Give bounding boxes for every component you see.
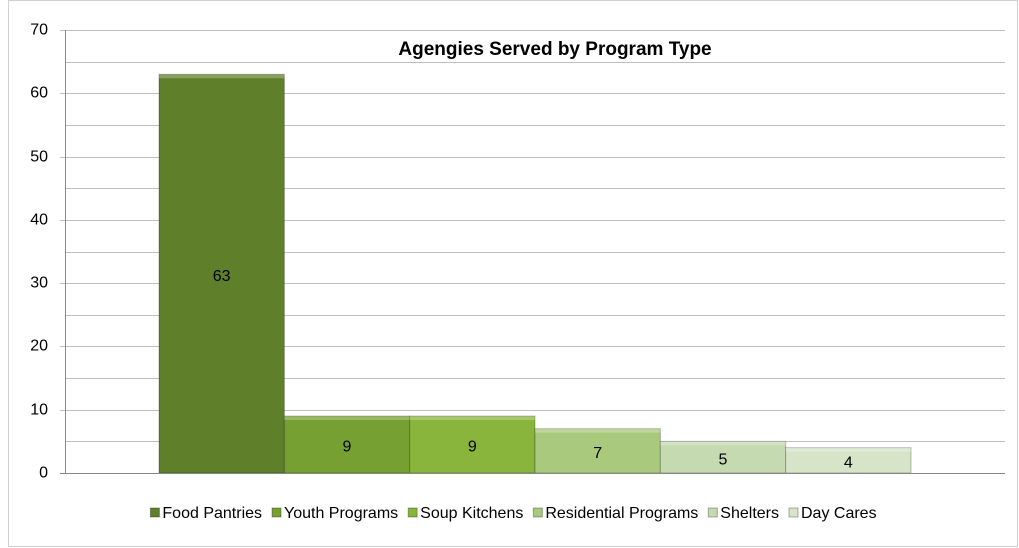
legend-label: Food Pantries	[162, 505, 262, 522]
y-tick-label: 60	[30, 85, 48, 102]
y-tick-label: 0	[39, 465, 48, 482]
legend-swatch	[149, 507, 160, 518]
bar	[659, 440, 787, 474]
legend-label: Soup Kitchens	[420, 505, 523, 522]
data-label: 5	[719, 451, 728, 468]
legend-swatch	[407, 507, 418, 518]
data-label: 7	[593, 445, 602, 462]
legend-label: Youth Programs	[284, 505, 398, 522]
legend-label: Residential Programs	[545, 505, 698, 522]
bar	[534, 428, 661, 474]
bar-top	[409, 416, 535, 421]
y-tick-label: 10	[30, 402, 48, 419]
data-label: 9	[343, 439, 352, 456]
y-tick-label: 30	[30, 275, 48, 292]
legend-swatch	[532, 507, 543, 518]
legend-label: Day Cares	[801, 505, 877, 522]
y-tick-label: 40	[30, 212, 48, 229]
data-label: 9	[468, 439, 477, 456]
y-tick-label: 70	[30, 22, 48, 39]
chart-title: Agengies Served by Program Type	[398, 39, 711, 60]
y-tick-label: 50	[30, 149, 48, 166]
legend-swatch	[788, 507, 799, 518]
legend-label: Shelters	[720, 505, 779, 522]
data-label: 63	[213, 268, 231, 285]
bar-top	[284, 416, 410, 421]
bar-top	[535, 428, 661, 433]
bar-top	[785, 447, 911, 452]
bar	[785, 447, 912, 474]
legend-swatch	[271, 507, 282, 518]
bar-top	[159, 74, 285, 79]
bar	[409, 415, 536, 474]
legend-swatch	[707, 507, 718, 518]
y-tick-label: 20	[30, 338, 48, 355]
bar-top	[660, 441, 786, 446]
data-label: 4	[844, 455, 853, 472]
